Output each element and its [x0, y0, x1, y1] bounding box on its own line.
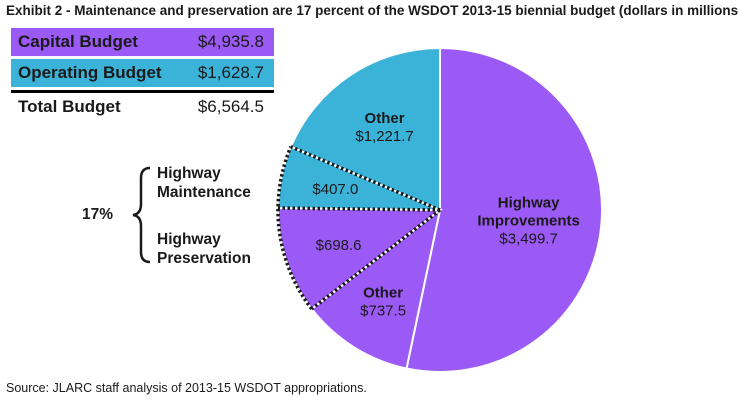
group-boundary-start	[310, 208, 442, 311]
bracket-brace	[132, 166, 151, 264]
highway-maintenance-label-line2: Maintenance	[157, 184, 251, 201]
pie-slice-0	[405, 46, 603, 373]
pie-slice-4	[289, 46, 441, 212]
pie-slice-1	[310, 207, 442, 370]
highway-preservation-label-line1: Highway	[157, 231, 221, 248]
group-boundary-mid-0	[277, 206, 441, 212]
highway-maintenance-label-line1: Highway	[157, 165, 221, 182]
capital-budget-value: $4,935.8	[197, 32, 264, 51]
group-boundary-arc	[276, 146, 314, 310]
operating-budget-value: $1,628.7	[197, 63, 264, 82]
highway-preservation-label-line2: Preservation	[157, 250, 251, 267]
bracket-percent: 17%	[82, 206, 114, 223]
group-boundary-end	[290, 145, 441, 212]
total-budget-label: Total Budget	[18, 96, 121, 116]
pie-slice-1-label-0: Other	[363, 285, 403, 302]
pie-slice-0-label-1: Improvements	[477, 212, 580, 229]
highway-preservation-label: Highway Preservation	[157, 230, 251, 268]
highway-maintenance-label: Highway Maintenance	[157, 164, 251, 202]
total-budget-value: $6,564.5	[197, 96, 264, 116]
capital-budget-label: Capital Budget	[18, 32, 138, 51]
total-budget-row: Total Budget $6,564.5	[11, 90, 274, 120]
operating-budget-row: Operating Budget $1,628.7	[11, 59, 274, 87]
source-note: Source: JLARC staff analysis of 2013-15 …	[6, 381, 367, 395]
pie-slice-1-label-1: $737.5	[360, 303, 406, 320]
capital-budget-row: Capital Budget $4,935.8	[11, 28, 274, 56]
pie-slice-4-label-1: $1,221.7	[355, 128, 413, 145]
chart-title: Exhibit 2 - Maintenance and preservation…	[6, 3, 738, 18]
pie-slice-0-label-0: Highway	[498, 194, 560, 211]
pie-slice-0-label-2: $3,499.7	[499, 230, 557, 247]
budget-table: Capital Budget $4,935.8 Operating Budget…	[11, 28, 274, 123]
pie-slice-3-label-0: $407.0	[312, 181, 358, 198]
pie-slice-2-label-0: $698.6	[316, 237, 362, 254]
operating-budget-label: Operating Budget	[18, 63, 162, 82]
pie-slice-4-label-0: Other	[365, 110, 405, 127]
